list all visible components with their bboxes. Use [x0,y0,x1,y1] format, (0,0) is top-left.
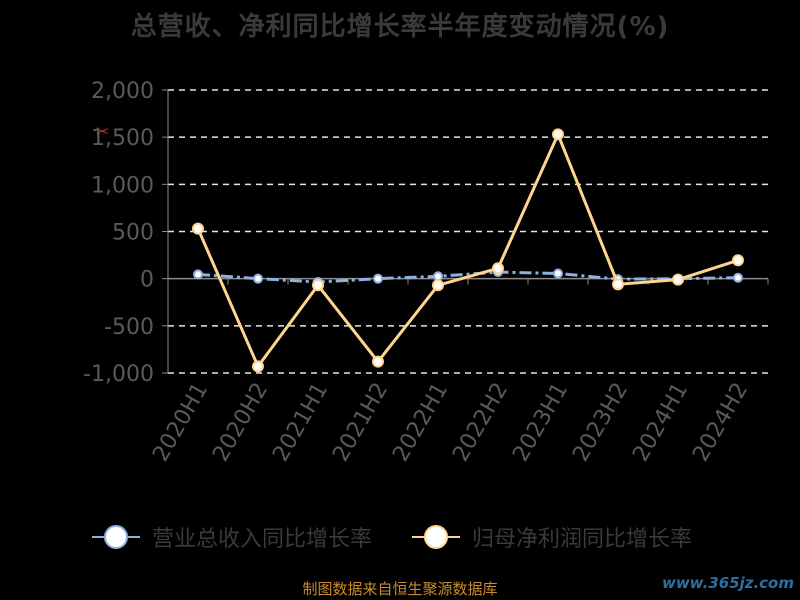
x-tick-label: 2022H1 [388,379,453,466]
legend-label-net-profit: 归母净利润同比增长率 [472,527,693,552]
data-point-1-8 [672,273,684,286]
source-footer: 制图数据来自恒生聚源数据库 [302,580,498,598]
y-tick-label: 0 [140,268,154,293]
y-tick-label: 500 [112,221,154,246]
data-point-0-4 [433,271,443,282]
x-tick-label: 2022H2 [448,379,513,466]
watermark: www.365jz.com [661,574,794,592]
data-point-0-6 [553,268,563,279]
y-tick-label: 1,500 [91,126,154,151]
legend-label-revenue: 营业总收入同比增长率 [152,527,373,552]
data-point-1-6 [552,128,564,141]
data-point-0-3 [373,273,383,284]
y-tick-label: -500 [104,315,154,340]
data-point-0-9 [733,272,743,283]
data-point-1-4 [432,279,444,292]
line-chart: 2,000 1,500 1,000 500 0 -500 -1,000 2020H12020… [83,79,769,466]
x-tick-label: 2023H2 [568,379,633,466]
data-point-1-1 [252,360,264,373]
brand-logo-icon: ✂ [96,122,110,141]
legend-item-revenue[interactable]: 营业总收入同比增长率 [92,520,372,554]
x-tick-label: 2020H2 [208,379,273,466]
data-point-1-5 [492,262,504,275]
series-line-1 [196,132,739,368]
data-point-0-0 [193,269,203,280]
y-axis-ticks: 2,000 1,500 1,000 500 0 -500 -1,000 [83,79,154,387]
data-point-1-9 [732,254,744,267]
data-point-1-0 [192,222,204,235]
x-tick-label: 2021H2 [328,379,393,466]
x-tick-label: 2024H1 [628,379,693,466]
legend-item-net-profit[interactable]: 归母净利润同比增长率 [412,520,692,554]
y-tick-label: 1,000 [91,173,154,198]
series-line-0 [197,270,739,284]
grid-lines [168,89,768,374]
data-point-1-2 [312,279,324,292]
legend-swatch-net-profit [412,520,460,554]
x-tick-label: 2023H1 [508,379,573,466]
data-point-1-3 [372,355,384,368]
x-tick-label: 2021H1 [268,379,333,466]
x-axis-ticks: 2020H12020H22021H12021H22022H12022H22023… [148,379,753,466]
chart-title: 总营收、净利同比增长率半年度变动情况(%) [130,12,670,42]
x-tick-label: 2020H1 [148,379,213,466]
y-tick-label: 2,000 [91,79,154,104]
legend-swatch-revenue [92,520,140,554]
x-tick-label: 2024H2 [688,379,753,466]
legend: 营业总收入同比增长率 归母净利润同比增长率 [0,520,800,554]
data-point-0-1 [253,273,263,284]
data-point-1-7 [612,278,624,291]
series-lines [192,128,744,373]
y-tick-label: -1,000 [83,362,154,387]
